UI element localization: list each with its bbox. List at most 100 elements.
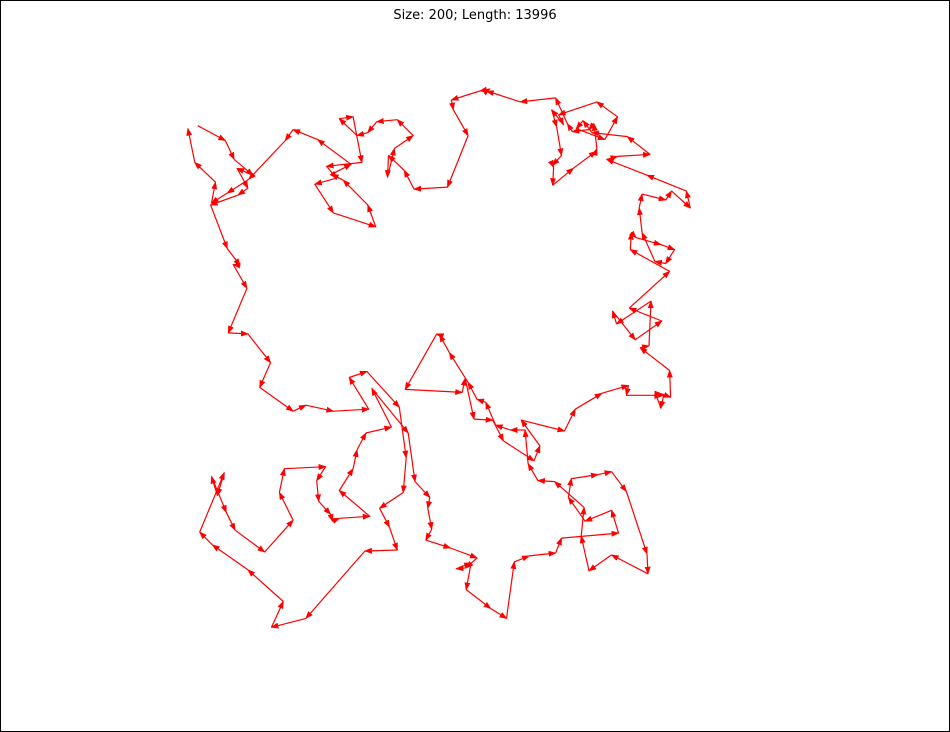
tour-segment-93 [494, 424, 511, 431]
tour-segment-165 [588, 122, 596, 131]
tour-segment-130 [629, 230, 637, 239]
tour-segment-195 [367, 204, 377, 228]
tour-segment-146 [626, 135, 651, 155]
tour-segment-62 [425, 539, 452, 549]
tour-segment-98 [439, 334, 450, 353]
tour-segment-132 [660, 244, 676, 251]
tour-segment-70 [505, 560, 517, 619]
tour-segment-205 [210, 181, 218, 204]
tour-segment-32 [211, 544, 249, 571]
tour-segment-49 [339, 513, 371, 520]
tour-segment-82 [625, 491, 648, 555]
tour-segment-30 [270, 600, 284, 628]
tour-segment-0 [197, 125, 227, 142]
tour-segment-108 [520, 419, 541, 447]
tour-segment-159 [547, 159, 555, 169]
tour-segment-138 [641, 193, 667, 202]
tour-segment-112 [601, 384, 630, 394]
tour-segment-31 [247, 569, 284, 602]
tour-segment-97 [448, 351, 469, 383]
tour-segment-101 [405, 388, 464, 396]
tour-segment-26 [388, 527, 398, 551]
tour-segment-41 [278, 491, 294, 521]
tour-segment-103 [464, 378, 476, 421]
tour-segment-88 [553, 480, 585, 508]
tour-segment-15 [259, 386, 294, 412]
tour-segment-166 [571, 127, 590, 134]
tour-segment-39 [234, 529, 266, 553]
tour-segment-180 [384, 155, 391, 179]
tour-segment-157 [556, 126, 564, 157]
tour-segment-131 [636, 237, 662, 246]
tour-segment-72 [529, 550, 557, 557]
tour-segment-79 [571, 472, 599, 480]
tour-segment-42 [278, 467, 286, 493]
tour-segment-126 [628, 307, 663, 322]
tour-segment-11 [227, 288, 248, 334]
tour-segment-46 [318, 500, 332, 516]
tour-segment-14 [259, 362, 272, 389]
tour-segment-107 [533, 444, 541, 462]
tour-segment-6 [209, 194, 239, 206]
tour-segment-153 [557, 101, 598, 116]
tour-segment-148 [582, 119, 593, 133]
tour-segment-169 [519, 97, 556, 105]
tour-segment-147 [591, 130, 628, 138]
tour-segment-66 [456, 562, 473, 570]
tour-segment-74 [561, 530, 620, 539]
tour-segment-200 [292, 129, 318, 141]
tour-segment-118 [666, 369, 673, 398]
tour-segment-95 [476, 398, 486, 405]
tour-segment-128 [629, 249, 670, 272]
tour-segment-56 [371, 388, 409, 434]
tour-segment-87 [580, 506, 587, 537]
tour-segment-5 [237, 187, 249, 196]
tour-segment-25 [379, 508, 391, 529]
tour-segment-2 [233, 158, 254, 176]
tour-segment-33 [198, 531, 213, 546]
tour-segment-163 [591, 147, 598, 157]
tour-segment-143 [605, 158, 648, 176]
tour-segment-59 [426, 497, 433, 510]
tour-segment-192 [313, 177, 337, 186]
tour-segment-50 [338, 489, 371, 517]
tour-segment-170 [485, 90, 521, 103]
tour-segment-156 [551, 109, 558, 128]
tour-segment-194 [333, 212, 377, 228]
tour-segment-133 [665, 249, 676, 265]
tour-segment-89 [536, 478, 555, 485]
tour-segment-190 [325, 161, 362, 169]
tour-segment-28 [305, 550, 366, 620]
tour-segment-35 [216, 472, 225, 497]
tour-segment-162 [572, 150, 597, 169]
tour-segment-137 [637, 193, 644, 209]
tour-segment-38 [225, 512, 236, 532]
tour-segment-187 [338, 118, 358, 137]
tour-segment-1 [224, 140, 235, 161]
tour-segment-54 [365, 425, 393, 434]
tour-segment-23 [400, 457, 407, 494]
tour-segment-16 [292, 404, 307, 412]
tour-segment-206 [194, 161, 216, 183]
tour-segment-177 [413, 185, 448, 192]
tour-segment-83 [644, 553, 651, 575]
tour-segment-24 [378, 492, 404, 509]
tour-segment-125 [634, 320, 663, 341]
tour-segment-152 [596, 101, 618, 118]
tour-segment-188 [339, 114, 355, 121]
tour-segment-136 [637, 207, 643, 233]
tour-segment-104 [473, 416, 494, 423]
tour-segment-175 [452, 109, 469, 137]
tour-segment-64 [465, 557, 478, 569]
tour-segment-155 [551, 109, 564, 126]
tour-segment-43 [284, 464, 327, 471]
tour-segment-8 [226, 248, 241, 267]
tour-segment-73 [555, 537, 563, 554]
tour-segment-91 [522, 429, 529, 464]
tour-segment-196 [342, 179, 369, 206]
tour-segment-181 [386, 147, 396, 178]
tour-segment-172 [478, 86, 490, 93]
tour-segment-110 [563, 408, 576, 432]
tour-segment-207 [186, 127, 196, 163]
tour-segment-60 [427, 508, 434, 531]
